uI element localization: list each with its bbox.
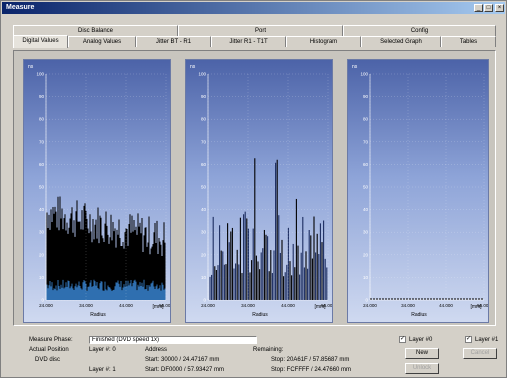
x-tick-label: 56.000 [477,303,489,308]
measure-phase-field: Finished (DVD speed 1x) [89,336,257,344]
window-title: Measure [6,4,35,11]
x-tick-label: 34.000 [241,303,255,308]
y-tick-label: 20 [39,252,45,257]
x-tick-label: 44.000 [119,303,133,308]
y-tick-label: 60 [201,162,207,167]
y-tick-label: 30 [363,230,369,235]
y-tick-label: 100 [360,72,368,77]
measure-phase-label: Measure Phase: [29,337,73,343]
chart-digital-3: ns 100 90 80 70 60 50 40 30 20 10 0 24.000 34.000 44… [347,59,489,323]
x-tick-label: 44.000 [439,303,453,308]
y-tick-label: 60 [39,162,45,167]
y-tick-label: 0 [203,298,206,303]
y-tick-label: 10 [363,275,369,280]
y-tick-label: 50 [39,185,45,190]
start1-value: Start: DF0000 / 57.93427 mm [145,367,225,373]
y-tick-label: 90 [39,94,45,99]
y-tick-label: 80 [201,117,207,122]
y-tick-label: 90 [201,94,207,99]
layer0-label: Layer #: 0 [89,347,116,353]
maximize-icon[interactable]: □ [484,4,493,12]
chart-3-xlabel: Radius [411,312,427,318]
chart-digital-1: ns 100 90 80 70 60 50 40 30 20 10 0 24.000 34.000 44… [23,59,171,323]
y-tick-label: 10 [39,275,45,280]
dvd-disc-label: DVD disc [35,357,61,363]
layer1-checkbox[interactable]: ✓ [465,336,472,343]
y-tick-label: 50 [363,185,369,190]
y-tick-label: 40 [363,207,369,212]
tab-tables[interactable]: Tables [441,36,496,47]
close-icon[interactable]: × [495,4,504,12]
unlock-button[interactable]: Unlock [405,363,439,374]
x-tick-label: 44.000 [281,303,295,308]
y-tick-label: 70 [39,139,45,144]
y-tick-label: 70 [201,139,207,144]
y-tick-label: 80 [39,117,45,122]
new-button[interactable]: New [405,348,439,359]
chart-1-unit: ns [28,64,34,70]
address-label: Address [145,347,168,353]
y-tick-label: 20 [363,252,369,257]
title-bar: Measure _ □ × [2,2,505,14]
chart-1-xunit: [mm] [152,304,164,310]
y-tick-label: 40 [39,207,45,212]
tab-analog-values[interactable]: Analog Values [68,36,136,47]
y-tick-label: 40 [201,207,207,212]
actual-position-label: Actual Position [29,347,69,353]
x-tick-label: 24.000 [201,303,215,308]
x-tick-label: 34.000 [401,303,415,308]
x-tick-label: 56.000 [159,303,171,308]
chart-2-unit: ns [190,64,196,70]
tab-row-bottom: Digital Values Analog Values Jitter BT -… [13,35,496,48]
status-area: Measure Phase: Finished (DVD speed 1x) A… [13,329,499,375]
y-tick-label: 30 [39,230,45,235]
minimize-icon[interactable]: _ [474,4,483,12]
tab-jitter-bt-r1[interactable]: Jitter BT - R1 [136,36,211,47]
chart-3-unit: ns [352,64,358,70]
y-tick-label: 80 [363,117,369,122]
y-tick-label: 70 [363,139,369,144]
tab-disc-balance[interactable]: Disc Balance [13,25,178,36]
chart-3-xunit: [mm] [470,304,482,310]
tab-port[interactable]: Port [178,25,343,36]
remaining-label: Remaining: [253,347,284,353]
y-tick-label: 0 [365,298,368,303]
chart-1-xlabel: Radius [90,312,106,318]
y-tick-label: 30 [201,230,207,235]
tab-histogram[interactable]: Histogram [286,36,361,47]
y-tick-label: 20 [201,252,207,257]
y-tick-label: 50 [201,185,207,190]
y-tick-label: 100 [198,72,206,77]
tab-jitter-r1-t1t[interactable]: Jitter R1 - T1T [211,36,286,47]
chart-digital-2: ns 100 90 80 70 60 50 40 30 20 10 0 24.000 34.000 44… [185,59,333,323]
tab-digital-values[interactable]: Digital Values [13,35,68,48]
y-tick-label: 0 [41,298,44,303]
layer0-check-label: Layer #0 [409,337,433,343]
x-tick-label: 34.000 [79,303,93,308]
x-tick-label: 56.000 [321,303,333,308]
stop1-value: Stop: FCFFFF / 24.47660 mm [271,367,352,373]
y-tick-label: 90 [363,94,369,99]
y-tick-label: 10 [201,275,207,280]
start0-value: Start: 30000 / 24.47167 mm [145,357,220,363]
y-tick-label: 60 [363,162,369,167]
layer1-label: Layer #: 1 [89,367,116,373]
tab-selected-graph[interactable]: Selected Graph [361,36,441,47]
y-tick-label: 100 [36,72,44,77]
x-tick-label: 24.000 [363,303,377,308]
tab-config[interactable]: Config [343,25,496,36]
tab-row-top: Disc Balance Port Config [13,25,496,36]
layer1-check-label: Layer #1 [475,337,499,343]
layer0-checkbox[interactable]: ✓ [399,336,406,343]
x-tick-label: 24.000 [39,303,53,308]
chart-2-xlabel: Radius [252,312,268,318]
chart-2-xunit: [mm] [314,304,326,310]
cancel-button[interactable]: Cancel [463,348,497,359]
stop0-value: Stop: 20A61F / 57.85687 mm [271,357,350,363]
